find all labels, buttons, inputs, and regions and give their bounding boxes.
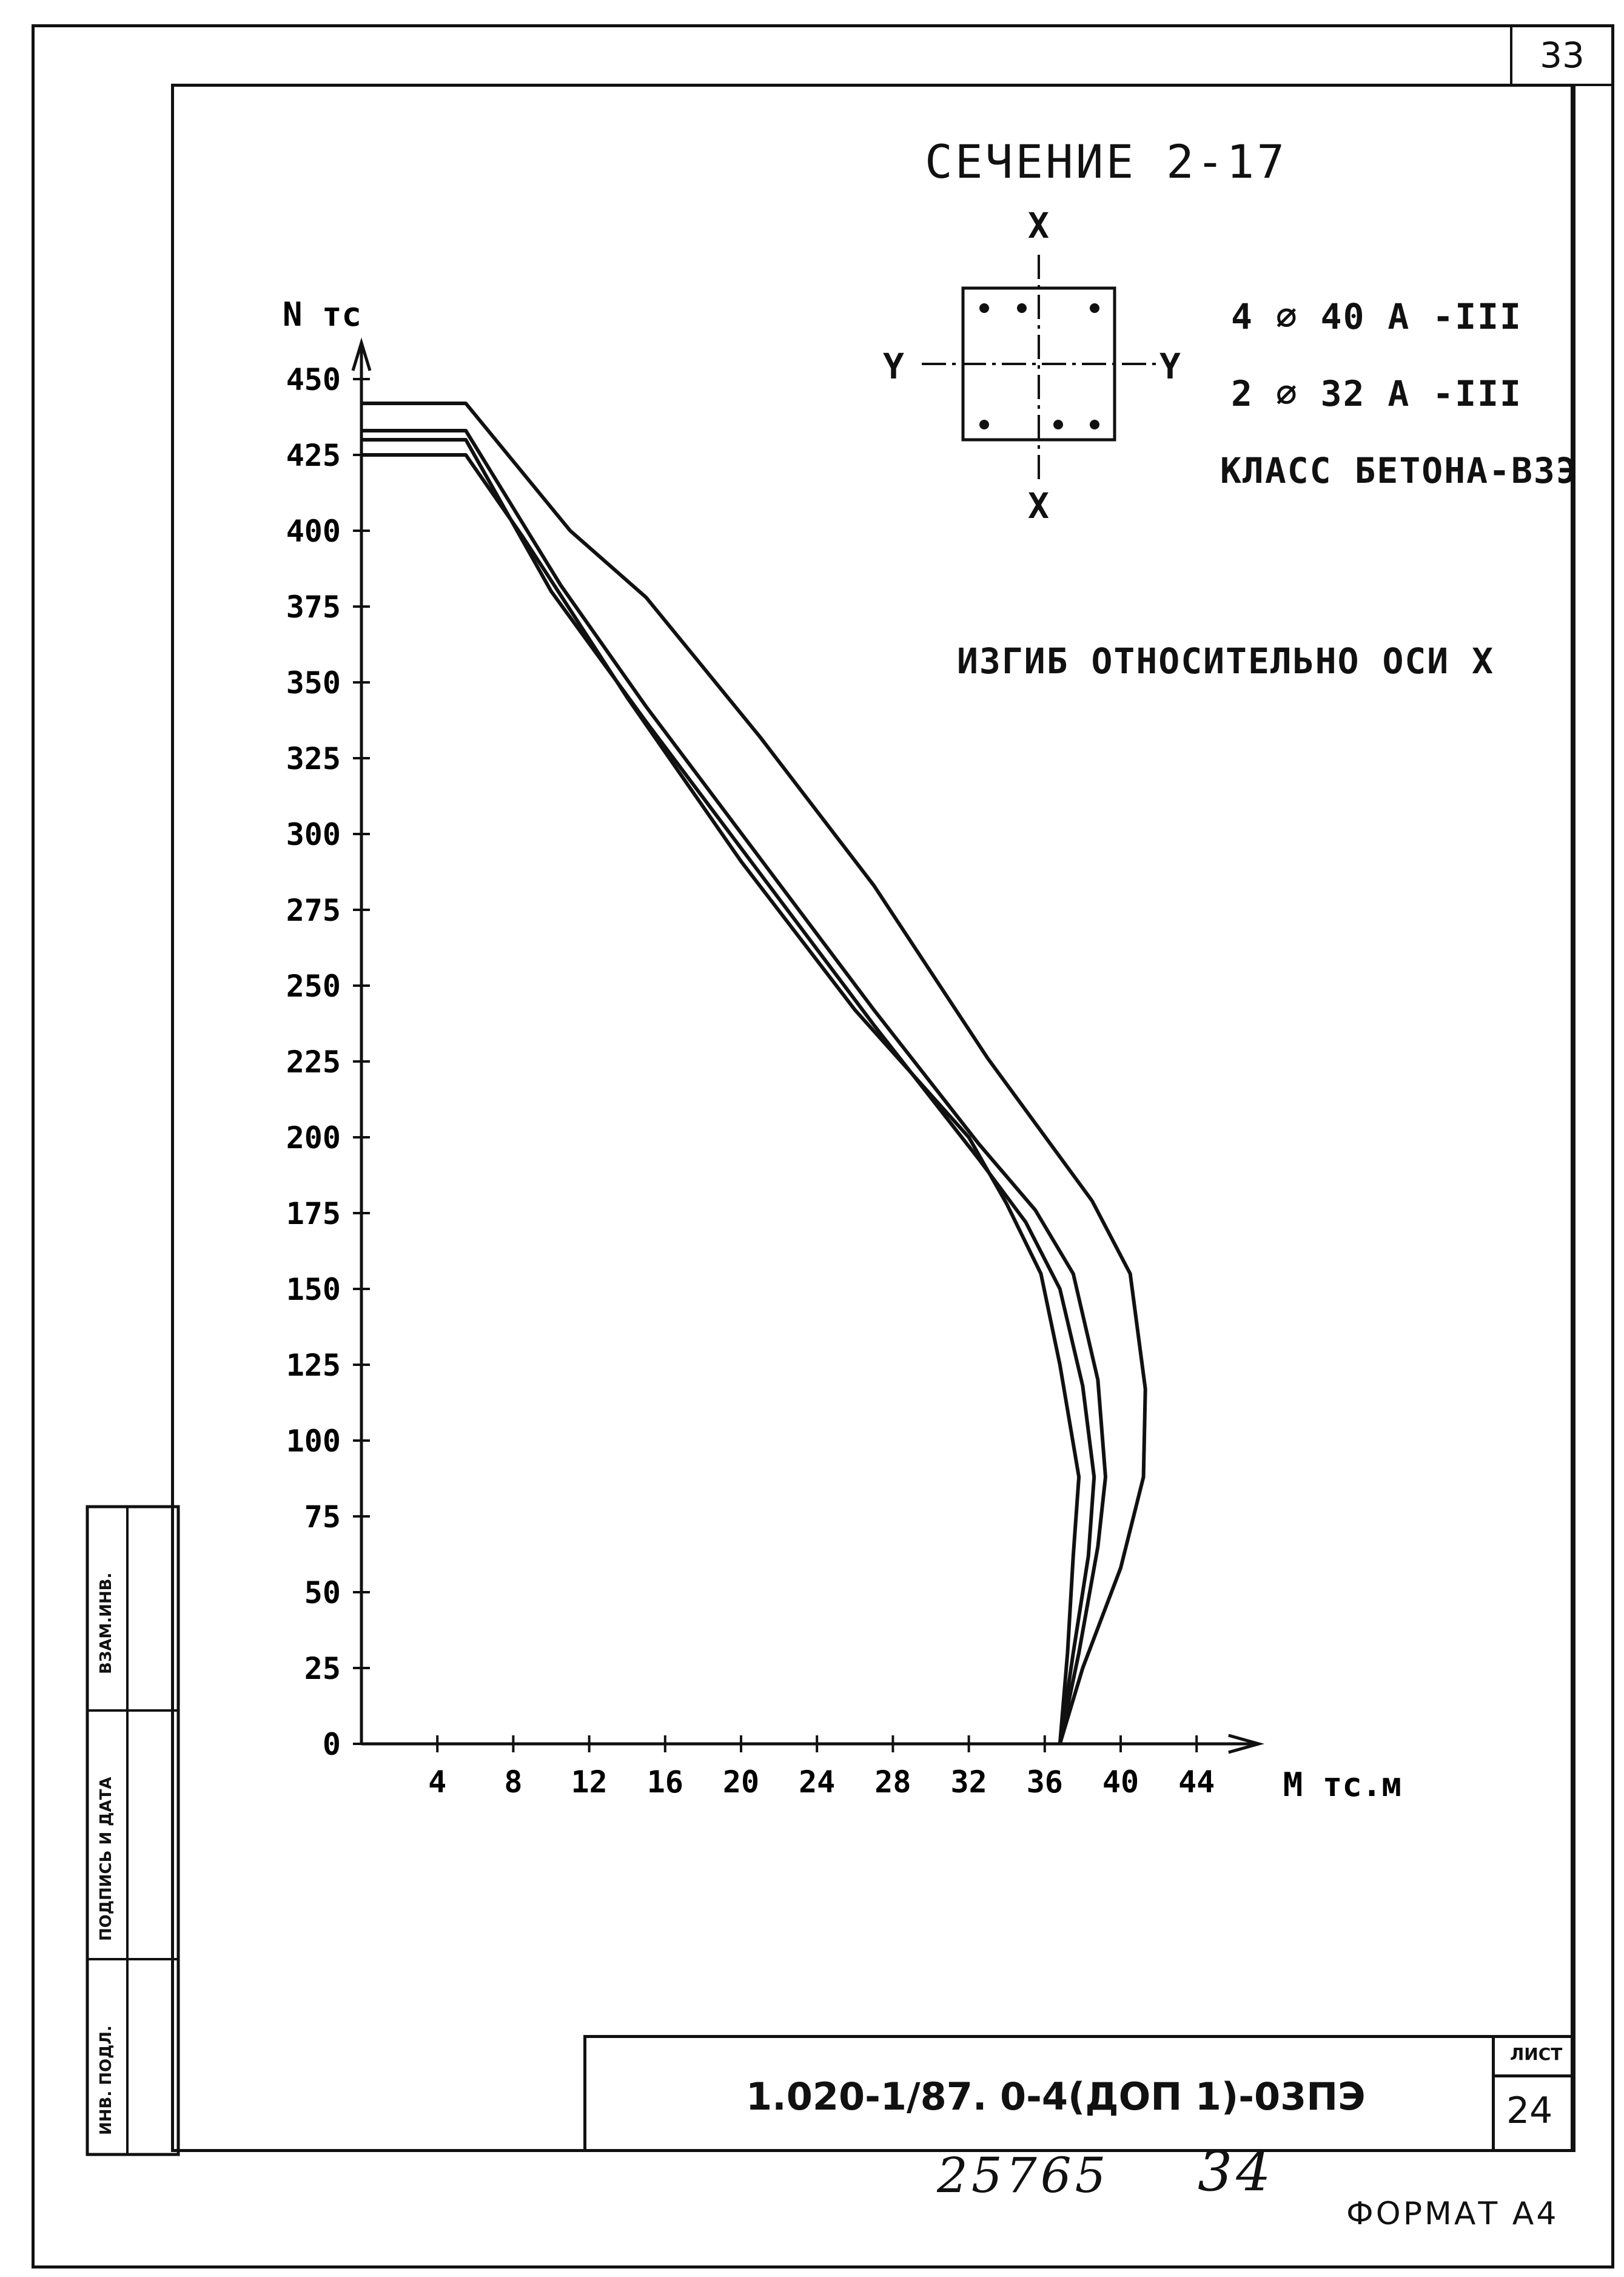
y-tick-label: 425 [286,438,341,473]
y-tick-label: 275 [286,893,341,928]
section-title: СЕЧЕНИЕ 2-17 [925,135,1287,189]
rebar-dot [1017,303,1027,313]
reinforcement-line-2: 2 ⌀ 32 А -III [1231,373,1522,414]
axis-y-right-label: Y [1159,346,1182,387]
x-tick-label: 28 [874,1764,911,1800]
axis-x-top-label: X [1028,205,1050,246]
y-tick-label: 450 [286,362,341,397]
y-tick-label: 350 [286,665,341,701]
series-line-2 [361,429,1107,1744]
y-tick-label: 100 [286,1424,341,1459]
y-tick-label: 75 [304,1499,341,1535]
y-tick-label: 400 [286,514,341,549]
cross-section-diagram [922,255,1158,479]
y-tick-label: 250 [286,969,341,1004]
x-tick-label: 20 [723,1764,759,1800]
title-block [583,2035,1575,2152]
y-tick-label: 25 [304,1651,341,1686]
x-tick-label: 24 [799,1764,835,1800]
y-tick-label: 300 [286,817,341,852]
x-tick-label: 8 [504,1764,522,1800]
x-tick-label: 12 [571,1764,607,1800]
rebar-dot [979,420,989,429]
corner-sheet-number: 33 [1540,35,1585,76]
format-label: ФОРМАТ А4 [1346,2196,1559,2232]
rebar-dot [1090,303,1099,313]
sheet-label-divider [1493,2074,1575,2077]
vzam-inv-label: ВЗАМ.ИНВ. [97,1572,115,1674]
y-tick-label: 200 [286,1120,341,1155]
document-code: 1.020-1/87. 0-4(ДОП 1)-03ПЭ [746,2074,1366,2119]
sheet-label: ЛИСТ [1510,2044,1563,2064]
x-tick-label: 16 [647,1764,683,1800]
sheet-box-divider [1492,2035,1495,2152]
rebar-dot [1090,420,1099,429]
podpis-data-label: ПОДПИСЬ И ДАТА [97,1777,115,1941]
y-tick-label: 150 [286,1272,341,1307]
inv-podl-label: ИНВ. ПОДЛ. [97,2025,115,2135]
y-tick-label: 50 [304,1575,341,1610]
axis-y-left-label: Y [883,346,905,387]
x-tick-label: 36 [1027,1764,1063,1800]
y-tick-label: 175 [286,1196,341,1231]
y-axis-title: N тс [283,295,361,334]
x-tick-label: 44 [1178,1764,1215,1800]
rebar-dot [1053,420,1063,429]
y-tick-label: 0 [323,1727,341,1762]
x-tick-label: 4 [428,1764,446,1800]
concrete-class: КЛАСС БЕТОНА-В3Э [1220,450,1579,491]
x-axis-title: M тс.м [1283,1766,1401,1804]
handwritten-page: 34 [1198,2140,1275,2204]
reinforcement-line-1: 4 ⌀ 40 А -III [1231,296,1522,337]
x-tick-label: 32 [950,1764,987,1800]
y-axis-arrow [351,337,372,371]
series-line-3 [361,438,1096,1744]
series-line-4 [361,453,1081,1744]
x-axis-arrow [1228,1734,1265,1754]
handwritten-number: 25765 [937,2147,1110,2204]
right-inner-line [1571,86,1574,2152]
y-tick-label: 325 [286,741,341,776]
rebar-dot [979,303,989,313]
y-tick-label: 375 [286,590,341,625]
y-tick-label: 225 [286,1044,341,1080]
x-tick-label: 40 [1102,1764,1139,1800]
y-tick-label: 125 [286,1348,341,1383]
sheet-number: 24 [1506,2090,1553,2132]
axis-x-bottom-label: X [1028,485,1050,526]
series-line-1 [361,402,1147,1744]
corner-number-box: 33 [1510,24,1614,86]
outer-border [32,24,1614,2269]
left-stamp-block [86,1505,180,2156]
bending-note: ИЗГИБ ОТНОСИТЕЛЬНО ОСИ X [957,641,1495,682]
